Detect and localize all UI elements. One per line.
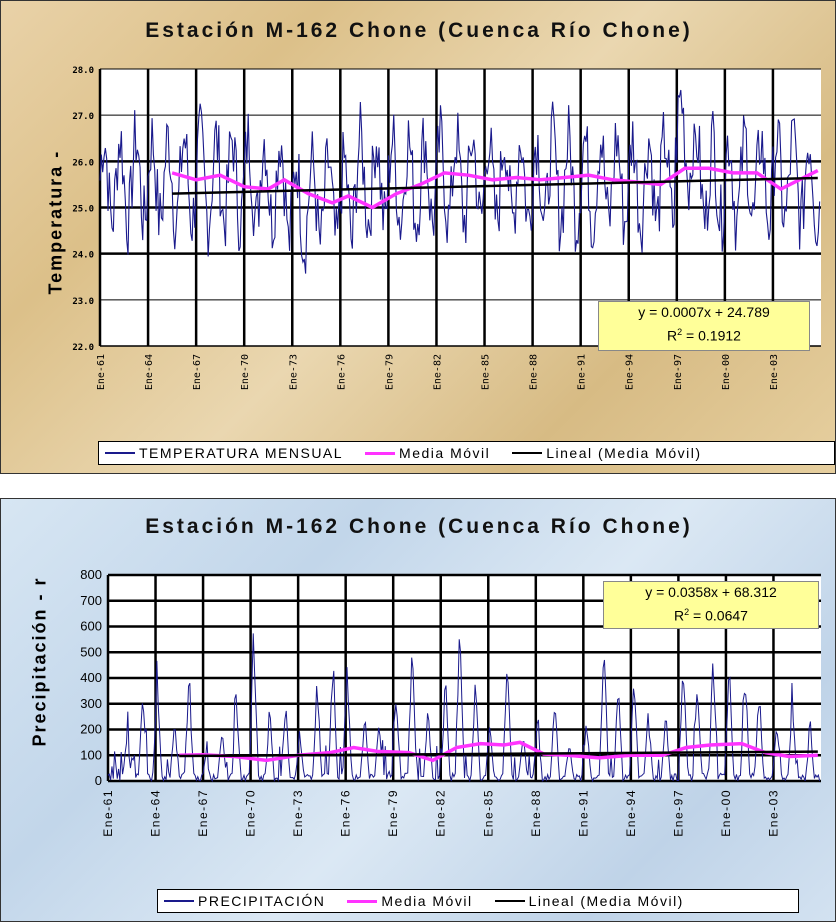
temperature-legend: TEMPERATURA MENSUAL Media Móvil Lineal (… (98, 441, 835, 465)
series-lineal-media-movil (172, 176, 818, 195)
series-lineal-media-movil-prec (179, 750, 818, 758)
precipitation-legend: PRECIPITACIÓN Media Móvil Lineal (Media … (157, 889, 799, 913)
x-tick-label: Ene-91 (577, 354, 588, 390)
x-tick-label: Ene-91 (576, 789, 590, 837)
temperature-plot: 22.0 23.0 24.0 25.0 26.0 27.0 28.0 Ene-61 Ene-64… (72, 66, 821, 390)
series-temperatura-mensual (99, 89, 821, 274)
x-tick-label: Ene-97 (673, 354, 684, 390)
y-tick-label: 700 (80, 593, 102, 608)
precipitation-plot: 0 100 200 300 400 500 600 700 800 Ene-61 Ene-64 Ene… (80, 567, 821, 837)
legend-swatch-precipitacion (164, 900, 194, 902)
x-tick-label: Ene-94 (625, 354, 636, 390)
y-tick-label: 200 (80, 722, 102, 737)
x-tick-label: Ene-70 (240, 354, 251, 390)
y-tick-label: 400 (80, 670, 102, 685)
precipitation-trendline-equation-box: y = 0.0358x + 68.312 R2 = 0.0647 (603, 581, 819, 629)
legend-item-lineal-temp: Lineal (Media Móvil) (506, 445, 701, 461)
legend-label-media-movil: Media Móvil (399, 445, 491, 461)
precipitation-r-squared: R2 = 0.0647 (674, 607, 748, 624)
legend-item-media-movil-temp: Media Móvil (359, 445, 490, 461)
x-tick-label: Ene-73 (288, 354, 299, 390)
legend-label-lineal: Lineal (Media Móvil) (546, 445, 702, 461)
y-tick-label: 500 (80, 644, 102, 659)
legend-swatch-media-movil-prec (347, 899, 378, 903)
temperature-chart-panel: Estación M-162 Chone (Cuenca Río Chone) … (0, 0, 836, 474)
x-tick-label: Ene-00 (719, 789, 733, 837)
legend-label-lineal-prec: Lineal (Media Móvil) (528, 893, 684, 909)
y-tick-label: 600 (80, 619, 102, 634)
temperature-trendline-equation: y = 0.0007x + 24.789 (638, 304, 770, 320)
legend-swatch-media-movil (365, 451, 396, 455)
x-tick-label: Ene-79 (386, 789, 400, 837)
series-media-movil (171, 166, 819, 210)
y-tick-label: 23.0 (72, 297, 94, 307)
legend-item-temperatura: TEMPERATURA MENSUAL (99, 445, 343, 461)
x-tick-label: Ene-76 (336, 354, 347, 390)
y-tick-label: 800 (80, 567, 102, 582)
x-tick-label: Ene-73 (291, 789, 305, 837)
legend-label-temperatura: TEMPERATURA MENSUAL (139, 445, 344, 461)
x-tick-label: Ene-64 (144, 354, 155, 390)
x-tick-label: Ene-61 (96, 354, 107, 390)
legend-swatch-temperatura (105, 452, 135, 454)
y-tick-label: 25.0 (72, 205, 94, 215)
x-tick-label: Ene-61 (101, 789, 115, 837)
x-tick-label: Ene-85 (481, 789, 495, 837)
legend-item-lineal-prec: Lineal (Media Móvil) (489, 893, 684, 909)
y-tick-label: 100 (80, 747, 102, 762)
y-tick-label: 24.0 (72, 251, 94, 261)
precipitation-trendline-equation: y = 0.0358x + 68.312 (645, 584, 777, 600)
y-tick-label: 0 (95, 773, 102, 788)
x-tick-label: Ene-03 (769, 354, 780, 390)
legend-label-precipitacion: PRECIPITACIÓN (198, 893, 326, 909)
legend-swatch-lineal-prec (494, 900, 525, 902)
x-tick-label: Ene-94 (624, 789, 638, 837)
x-tick-label: Ene-82 (432, 354, 443, 390)
x-tick-label: Ene-88 (529, 354, 540, 390)
temperature-r-squared: R2 = 0.1912 (667, 327, 741, 344)
x-tick-label: Ene-88 (529, 789, 543, 837)
x-tick-label: Ene-82 (434, 789, 448, 837)
temperature-chart-title: Estación M-162 Chone (Cuenca Río Chone) (145, 19, 693, 42)
y-tick-label: 26.0 (72, 158, 94, 168)
x-tick-label: Ene-67 (196, 789, 210, 837)
x-tick-label: Ene-00 (721, 354, 732, 390)
temperature-trendline-equation-box: y = 0.0007x + 24.789 R2 = 0.1912 (598, 301, 810, 351)
x-tick-label: Ene-79 (384, 354, 395, 390)
x-tick-label: Ene-70 (244, 789, 258, 837)
precipitation-chart-title: Estación M-162 Chone (Cuenca Río Chone) (145, 515, 693, 538)
x-tick-label: Ene-97 (671, 789, 685, 837)
legend-item-media-movil-prec: Media Móvil (341, 893, 472, 909)
precipitation-chart-panel: Estación M-162 Chone (Cuenca Río Chone) … (0, 498, 836, 922)
x-tick-label: Ene-64 (149, 789, 163, 837)
x-tick-label: Ene-03 (766, 789, 780, 837)
legend-item-precipitacion: PRECIPITACIÓN (158, 893, 325, 909)
series-precipitacion (107, 633, 821, 783)
x-tick-label: Ene-85 (481, 354, 492, 390)
x-tick-label: Ene-76 (339, 789, 353, 837)
y-tick-label: 28.0 (72, 66, 94, 76)
y-tick-label: 22.0 (72, 343, 94, 353)
y-tick-label: 300 (80, 696, 102, 711)
legend-label-media-movil-prec: Media Móvil (381, 893, 473, 909)
legend-swatch-lineal (512, 452, 543, 454)
y-tick-label: 27.0 (72, 112, 94, 122)
x-tick-label: Ene-67 (192, 354, 203, 390)
